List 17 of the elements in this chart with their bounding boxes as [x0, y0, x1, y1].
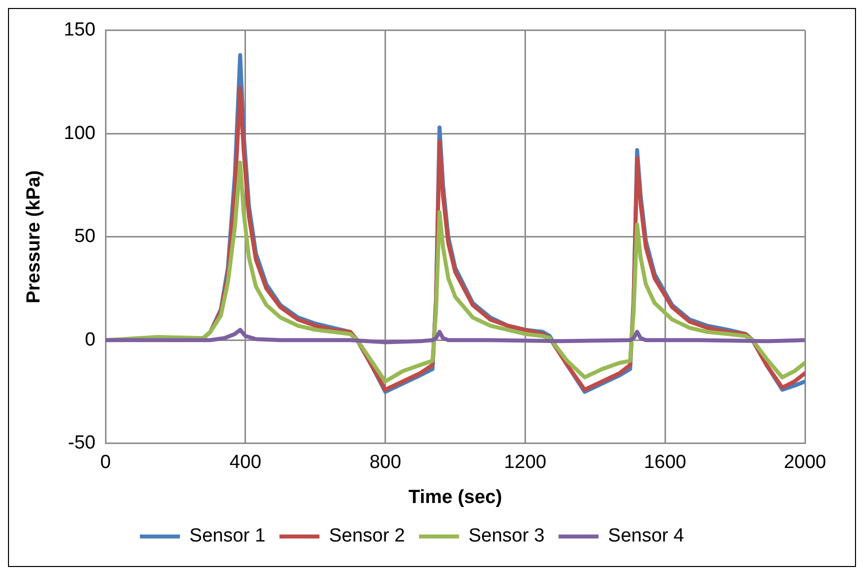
x-axis-title: Time (sec)	[408, 486, 502, 508]
x-tick-label: 400	[230, 452, 262, 474]
y-tick-label: 100	[64, 122, 96, 144]
legend-label: Sensor 2	[328, 526, 405, 547]
x-tick-label: 800	[369, 452, 402, 474]
legend-label: Sensor 3	[468, 526, 545, 547]
y-tick-label: 150	[64, 20, 96, 41]
legend-label: Sensor 4	[608, 526, 685, 547]
y-tick-label: 50	[74, 226, 96, 248]
x-tick-label: 0	[100, 452, 111, 474]
x-tick-label: 1600	[644, 452, 686, 474]
legend-label: Sensor 1	[189, 526, 266, 547]
x-tick-label: 2000	[784, 452, 826, 474]
y-axis-title: Pressure (kPa)	[24, 170, 45, 304]
y-tick-label: -50	[68, 432, 96, 454]
y-tick-label: 0	[84, 329, 96, 350]
x-tick-label: 1200	[504, 452, 546, 474]
